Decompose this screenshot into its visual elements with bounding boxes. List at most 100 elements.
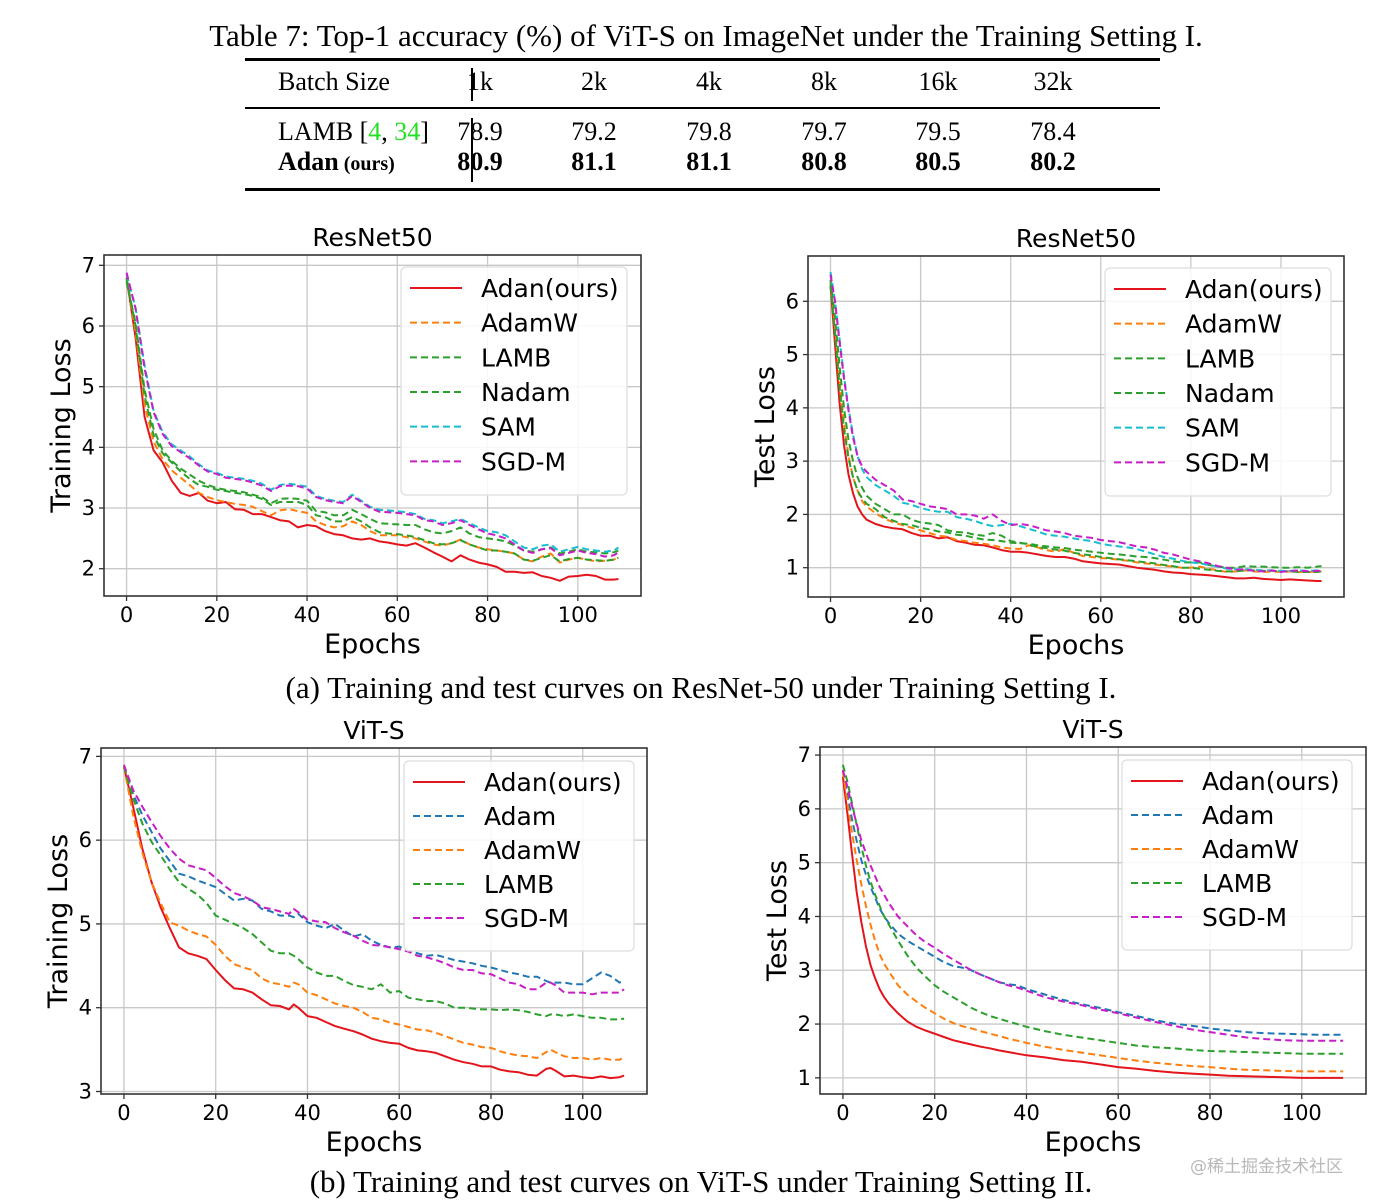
table-cell: 79.7 <box>801 117 847 146</box>
legend-label: Adan(ours) <box>484 768 622 797</box>
table-cell: 80.5 <box>915 147 961 176</box>
x-tick-label: 40 <box>294 603 321 627</box>
column-header: 1k <box>467 67 493 96</box>
series-line-adamw <box>122 766 625 1061</box>
x-tick-label: 60 <box>386 1101 413 1125</box>
y-tick-label: 3 <box>786 449 799 473</box>
legend: Adan(ours) Adam AdamW LAMB SGD-M <box>1121 759 1353 951</box>
table-caption: Table 7: Top-1 accuracy (%) of ViT-S on … <box>209 18 1203 53</box>
x-tick-label: 20 <box>921 1101 948 1125</box>
x-tick-label: 0 <box>120 603 133 627</box>
row-label-lamb: LAMB [4, 34] <box>278 117 429 147</box>
table-vertical-rule <box>471 68 473 101</box>
x-tick-label: 60 <box>384 603 411 627</box>
axes-frame <box>100 747 648 1095</box>
column-header: 2k <box>581 67 607 96</box>
x-tick-label: 40 <box>997 604 1024 628</box>
x-tick-label: 40 <box>1013 1101 1040 1125</box>
table-cell: 79.5 <box>915 117 961 146</box>
x-tick-label: 60 <box>1087 604 1114 628</box>
series-line-adan-ours <box>122 766 625 1080</box>
y-axis-label: Test Loss <box>762 860 793 982</box>
cite-bracket: ] <box>420 117 429 146</box>
citation-link[interactable]: 4 <box>368 117 382 146</box>
column-header: 32k <box>1033 67 1073 96</box>
y-axis-label: Test Loss <box>750 366 781 488</box>
ours-tag: (ours) <box>338 153 395 175</box>
y-tick-label: 3 <box>82 496 95 520</box>
x-axis-label: Epochs <box>1045 1127 1142 1158</box>
chart-title: ResNet50 <box>1016 224 1136 253</box>
x-tick-label: 0 <box>836 1101 849 1125</box>
citation-link[interactable]: 34 <box>394 117 421 146</box>
axes-frame <box>807 255 1345 598</box>
series-line-lamb <box>841 764 1344 1055</box>
x-tick-label: 100 <box>1282 1101 1322 1125</box>
legend-box <box>400 266 628 496</box>
header-batch-size: Batch Size <box>278 67 390 96</box>
y-tick-label: 3 <box>798 958 811 982</box>
legend-box <box>1104 267 1332 497</box>
series-line-sam <box>125 274 619 553</box>
chart-vit-test: 0 20 40 60 80 100 1 2 3 4 5 6 7 ViT-S Epochs Test Loss A… <box>762 715 1367 1158</box>
table-mid-rule <box>245 107 1160 109</box>
series-line-adan-ours <box>829 285 1322 582</box>
y-tick-label: 4 <box>798 904 811 928</box>
y-tick-label: 5 <box>79 912 92 936</box>
y-tick-label: 5 <box>82 375 95 399</box>
legend: Adan(ours) AdamW LAMB Nadam SAM SGD-M <box>400 266 628 496</box>
legend-label: LAMB <box>484 870 554 899</box>
table-cell: 78.9 <box>457 117 503 146</box>
legend-label: SGD-M <box>1185 448 1270 477</box>
y-tick-label: 1 <box>798 1066 811 1090</box>
y-tick-label: 7 <box>82 253 95 277</box>
legend-label: SAM <box>1185 414 1240 443</box>
legend-label: AdamW <box>1202 835 1299 864</box>
legend-label: Nadam <box>481 378 571 407</box>
legend-label: Adam <box>1202 801 1274 830</box>
table-cell: 79.8 <box>686 117 732 146</box>
series-line-lamb <box>829 279 1322 573</box>
cite-separator: , <box>381 117 395 146</box>
watermark: @稀土掘金技术社区 <box>1190 1157 1343 1177</box>
y-tick-label: 4 <box>79 996 92 1020</box>
series-line-sgd-m <box>841 769 1344 1042</box>
legend-label: LAMB <box>481 343 551 372</box>
series-line-lamb <box>122 766 625 1021</box>
y-tick-label: 4 <box>786 396 799 420</box>
series-line-adan-ours <box>125 277 619 582</box>
chart-title: ResNet50 <box>312 223 432 252</box>
x-tick-label: 100 <box>558 603 598 627</box>
y-tick-label: 4 <box>82 435 95 459</box>
table-top-rule <box>245 58 1160 61</box>
x-tick-label: 80 <box>1197 1101 1224 1125</box>
series-line-lamb <box>125 278 619 563</box>
row-label-adan: Adan (ours) <box>278 147 395 177</box>
x-tick-label: 0 <box>117 1101 130 1125</box>
method-name: LAMB <box>278 117 354 146</box>
table-cell: 80.8 <box>801 147 847 176</box>
x-tick-label: 20 <box>203 603 230 627</box>
y-tick-label: 7 <box>79 744 92 768</box>
method-name: Adan <box>278 147 339 176</box>
column-header: 8k <box>811 67 837 96</box>
y-tick-label: 2 <box>798 1012 811 1036</box>
series-line-nadam <box>829 285 1322 569</box>
column-header: 16k <box>918 67 958 96</box>
chart-resnet-test: 0 20 40 60 80 100 1 2 3 4 5 6 ResNet50 Epochs Test Los… <box>750 224 1345 661</box>
legend-label: SAM <box>481 413 536 442</box>
x-axis-label: Epochs <box>1028 630 1125 661</box>
table-bottom-rule <box>245 188 1160 191</box>
legend-label: Nadam <box>1185 379 1275 408</box>
y-tick-label: 6 <box>786 289 799 313</box>
legend-box <box>403 760 635 952</box>
chart-title: ViT-S <box>343 716 404 745</box>
series-line-adan-ours <box>841 776 1344 1079</box>
x-tick-label: 100 <box>1261 604 1301 628</box>
y-tick-label: 2 <box>786 502 799 526</box>
y-tick-label: 5 <box>786 343 799 367</box>
legend-label: Adam <box>484 802 556 831</box>
series-line-adamw <box>841 771 1344 1073</box>
table-cell: 81.1 <box>686 147 732 176</box>
